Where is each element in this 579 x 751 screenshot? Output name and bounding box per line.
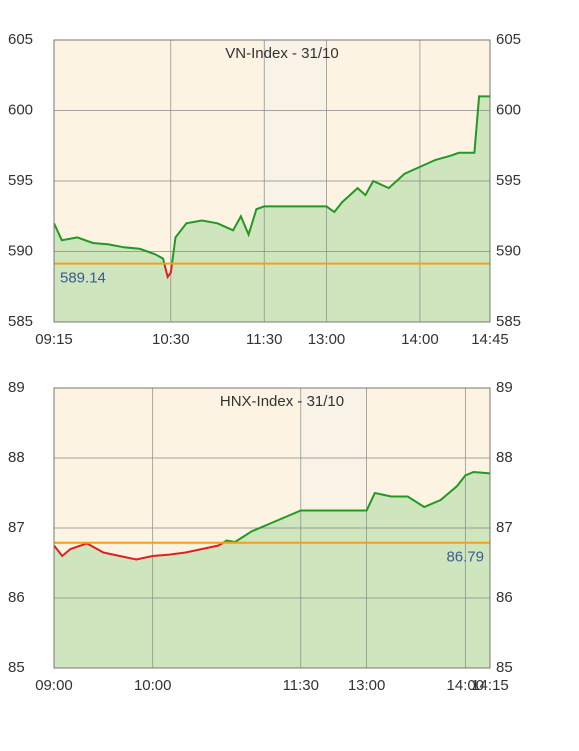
y-tick-label-right: 595 xyxy=(496,172,521,189)
line-up xyxy=(85,470,490,543)
x-tick-label: 14:15 xyxy=(471,677,509,694)
y-tick-label: 605 xyxy=(8,31,33,48)
x-tick-label: 10:30 xyxy=(152,331,190,348)
plot-frame xyxy=(53,39,491,323)
y-tick-label-right: 88 xyxy=(496,449,513,466)
area xyxy=(54,96,490,323)
x-tick-label: 13:00 xyxy=(348,677,386,694)
y-tick-label: 600 xyxy=(8,101,33,118)
x-tick-label: 10:00 xyxy=(134,677,172,694)
y-tick-label-right: 86 xyxy=(496,589,513,606)
y-tick-label: 86 xyxy=(8,589,25,606)
y-tick-label: 88 xyxy=(8,449,25,466)
y-tick-label-right: 585 xyxy=(496,313,521,330)
y-tick-label-right: 605 xyxy=(496,31,521,48)
y-tick-label-right: 87 xyxy=(496,519,513,536)
plot-frame xyxy=(53,387,491,669)
y-tick-label: 87 xyxy=(8,519,25,536)
chart-title: VN-Index - 31/10 xyxy=(225,45,338,62)
x-tick-label: 11:30 xyxy=(246,331,282,348)
y-tick-label-right: 85 xyxy=(496,659,513,676)
x-tick-label: 14:45 xyxy=(471,331,509,348)
x-tick-label: 11:30 xyxy=(283,677,319,694)
y-tick-label: 590 xyxy=(8,242,33,259)
y-tick-label: 595 xyxy=(8,172,33,189)
x-tick-label: 14:00 xyxy=(401,331,439,348)
reference-label: 86.79 xyxy=(446,549,484,566)
y-tick-label: 585 xyxy=(8,313,33,330)
area xyxy=(54,472,490,668)
x-tick-label: 14:00 xyxy=(447,677,485,694)
line-down xyxy=(54,542,236,561)
x-tick-label: 13:00 xyxy=(308,331,346,348)
reference-label: 589.14 xyxy=(60,270,106,287)
x-tick-label: 09:15 xyxy=(35,331,73,348)
chart-title: HNX-Index - 31/10 xyxy=(220,393,344,410)
y-tick-label-right: 600 xyxy=(496,101,521,118)
line-up xyxy=(54,95,490,264)
y-tick-label: 85 xyxy=(8,659,25,676)
y-tick-label: 89 xyxy=(8,379,25,396)
x-tick-label: 09:00 xyxy=(35,677,73,694)
y-tick-label-right: 89 xyxy=(496,379,513,396)
y-tick-label-right: 590 xyxy=(496,242,521,259)
